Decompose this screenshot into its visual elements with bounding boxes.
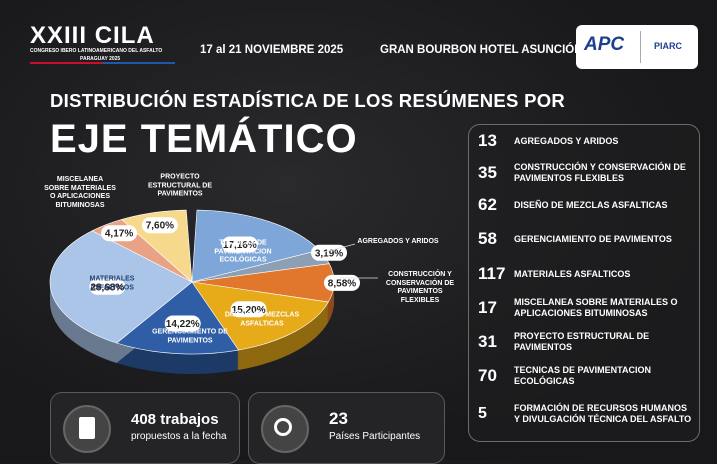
- list-label: MISCELANEA SOBRE MATERIALES O APLICACION…: [514, 297, 678, 318]
- list-label: DISEÑO DE MEZCLAS ASFALTICAS: [514, 199, 668, 210]
- list-item: 117 MATERIALES ASFALTICOS: [478, 264, 693, 284]
- category-label: TECNICAS DE PAVIMENTACION ECOLÓGICAS: [214, 239, 272, 264]
- list-count: 70: [478, 366, 497, 385]
- value-label: 15,20%: [232, 305, 266, 316]
- partner-piarc: PIARC: [654, 41, 683, 51]
- list-count: 35: [478, 163, 497, 182]
- list-item: 35 CONSTRUCCIÓN Y CONSERVACIÓN DE PAVIMEN…: [478, 162, 693, 184]
- list-item: 17 MISCELANEA SOBRE MATERIALES O APLICACI…: [478, 297, 693, 319]
- list-label: MATERIALES ASFALTICOS: [514, 268, 631, 279]
- category-label: PROYECTO ESTRUCTURAL DE PAVIMENTOS: [147, 173, 213, 198]
- list-item: 62 DISEÑO DE MEZCLAS ASFALTICAS: [478, 195, 693, 215]
- list-item: 58 GERENCIAMIENTO DE PAVIMENTOS: [478, 229, 693, 249]
- callout-line: [324, 243, 356, 253]
- category-label: MISCELANEA SOBRE MATERIALES O APLICACION…: [44, 176, 116, 209]
- chart-subtitle: EJE TEMÁTICO: [50, 117, 358, 161]
- value-label-bg: [89, 278, 126, 295]
- value-label: 7,60%: [146, 221, 174, 232]
- list-label: AGREGADOS Y ARIDOS: [514, 135, 619, 146]
- dates: 17 al 21 NOVIEMBRE 2025: [200, 44, 344, 56]
- value-label-bg: [164, 315, 201, 332]
- list-label: FORMACIÓN DE RECURSOS HUMANOS Y DIVULGAC…: [514, 403, 692, 424]
- logo-subtitle: CONGRESO IBERO LATINOAMERICANO DEL ASFAL…: [30, 48, 163, 54]
- list-label: GERENCIAMIENTO DE PAVIMENTOS: [514, 233, 672, 244]
- stat-card: 408 trabajos propuestos a la fecha: [50, 392, 240, 464]
- chart-title: DISTRIBUCIÓN ESTADÍSTICA DE LOS RESÚMENE…: [50, 90, 566, 111]
- stat-label: Países Participantes: [329, 431, 421, 442]
- list-item: 70 TECNICAS DE PAVIMENTACION ECOLÓGICAS: [478, 365, 693, 387]
- value-label: 14,22%: [166, 319, 200, 330]
- partner-logos: APC PIARC: [576, 25, 698, 69]
- value-label-bg: [141, 217, 178, 234]
- list-count: 62: [478, 195, 497, 214]
- stat-card: 23 Países Participantes: [248, 392, 445, 464]
- category-label: CONSTRUCCIÓN Y CONSERVACIÓN DE PAVIMENTO…: [385, 271, 455, 304]
- list-item: 13 AGREGADOS Y ARIDOS: [478, 131, 693, 151]
- stat-label: propuestos a la fecha: [131, 431, 227, 442]
- list-item: 5 FORMACIÓN DE RECURSOS HUMANOS Y DIVULGA…: [478, 403, 693, 425]
- list-count: 117: [478, 264, 506, 283]
- logo-place: PARAGUAY 2025: [80, 56, 121, 62]
- divider: [640, 31, 641, 63]
- category-label: MATERIALES ASFALTICOS: [89, 275, 135, 292]
- stat-value: 408 trabajos: [131, 411, 219, 428]
- category-label: AGREGADOS Y ARIDOS: [357, 237, 439, 245]
- list-item: 31 PROYECTO ESTRUCTURAL DE PAVIMENTOS: [478, 331, 693, 353]
- venue: GRAN BOURBON HOTEL ASUNCIÓN: [380, 44, 583, 56]
- globe-shape: [274, 418, 292, 436]
- value-label: 17,16%: [223, 240, 257, 251]
- value-label-bg: [221, 236, 258, 253]
- value-label: 28,68%: [90, 282, 124, 293]
- document-icon: [63, 405, 111, 453]
- list-count: 58: [478, 229, 497, 248]
- value-label: 8,58%: [328, 278, 356, 289]
- category-label: GERENCIAMIENTO DE PAVIMENTOS: [152, 328, 228, 345]
- list-panel: [468, 124, 700, 442]
- list-count: 17: [478, 298, 497, 317]
- list-count: 13: [478, 131, 497, 150]
- value-label-bg: [101, 225, 138, 242]
- value-label-bg: [230, 301, 267, 318]
- document-shape: [79, 417, 95, 439]
- partner-apc: APC: [584, 34, 625, 55]
- logo-title: XXIII CILA: [30, 22, 155, 49]
- logo-stripe: [30, 62, 175, 64]
- stat-value: 23: [329, 409, 348, 428]
- list-label: PROYECTO ESTRUCTURAL DE PAVIMENTOS: [514, 331, 650, 352]
- list-label: CONSTRUCCIÓN Y CONSERVACIÓN DE PAVIMENTO…: [514, 162, 686, 183]
- value-label-bg: [323, 274, 360, 291]
- list-count: 31: [478, 332, 497, 351]
- value-label: 3,19%: [315, 248, 343, 259]
- category-label: DISEÑO DE MEZCLAS ASFALTICAS: [224, 311, 300, 328]
- value-label: 4,17%: [105, 229, 133, 240]
- list-label: TECNICAS DE PAVIMENTACION ECOLÓGICAS: [514, 365, 652, 386]
- globe-icon: [261, 405, 309, 453]
- list-count: 5: [478, 405, 487, 422]
